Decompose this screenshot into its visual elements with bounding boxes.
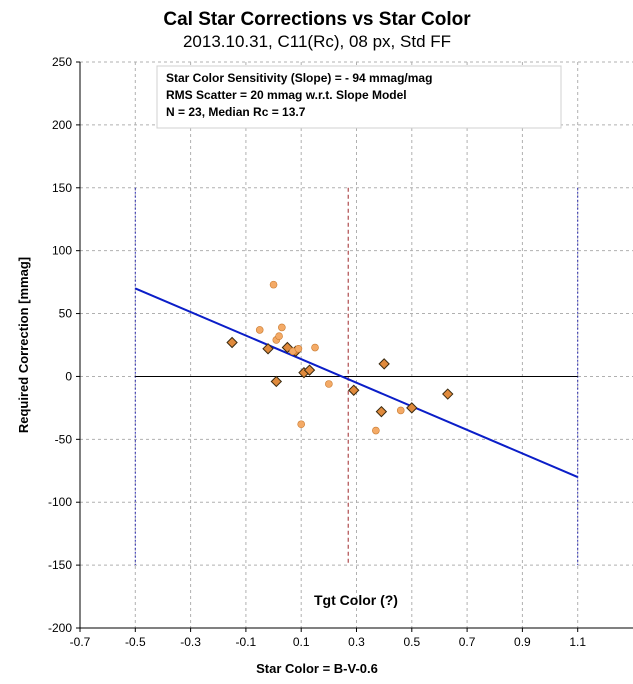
data-point-circle [275, 332, 283, 340]
stats-box [156, 65, 562, 129]
slope-fit-line [134, 287, 579, 478]
y-tick-label: 100 [52, 244, 72, 258]
x-tick-label: 0.7 [459, 635, 476, 649]
data-point-diamond [375, 405, 388, 418]
data-point-circle [278, 323, 286, 332]
x-axis-title: Star Color = B-V-0.6 [256, 661, 378, 676]
stats-line-slope: Star Color Sensitivity (Slope) = - 94 mm… [166, 71, 432, 85]
x-tick-label: 0.1 [293, 635, 310, 649]
chart-title: Cal Star Corrections vs Star Color [163, 9, 471, 30]
data-point-circle [294, 344, 303, 353]
x-tick-label: -0.3 [180, 635, 201, 649]
data-point-diamond [262, 343, 274, 355]
y-tick-label: 150 [52, 181, 72, 195]
y-tick-label: -100 [48, 495, 72, 509]
data-point-circle [269, 280, 278, 289]
reference-lines [134, 187, 579, 566]
x-tick-label: 0.3 [348, 635, 365, 649]
target-color-label: Tgt Color (?) [314, 592, 398, 608]
data-point-diamond [378, 358, 390, 370]
data-point-diamond [303, 364, 316, 376]
x-tick-labels: -0.7 -0.5 -0.3 -0.1 0.1 0.3 0.5 0.7 0.9 1.1 [70, 635, 587, 649]
stats-line-n: N = 23, Median Rc = 13.7 [166, 105, 306, 119]
x-tick-label: -0.7 [70, 635, 91, 649]
y-tick-label: 0 [65, 369, 72, 383]
data-point-diamond [348, 384, 360, 396]
x-tick-label: -0.5 [125, 635, 146, 649]
data-point-circle [325, 380, 333, 388]
data-point-circle [372, 426, 380, 435]
y-tick-labels: -200 -150 -100 -50 0 50 100 150 200 250 [48, 55, 72, 635]
x-tick-label: 1.1 [569, 635, 586, 649]
data-point-diamond [226, 336, 238, 349]
x-tick-label: -0.1 [236, 635, 257, 649]
y-tick-label: 250 [52, 55, 72, 69]
x-tick-label: 0.5 [403, 635, 420, 649]
y-axis-title: Required Correction [mmag] [16, 257, 31, 433]
data-points [226, 280, 454, 435]
data-point-circle [255, 326, 264, 334]
data-point-circle [396, 406, 405, 415]
data-point-diamond [442, 388, 454, 400]
y-tick-label: -200 [48, 621, 72, 635]
y-tick-label: 200 [52, 118, 72, 132]
stats-line-rms: RMS Scatter = 20 mmag w.r.t. Slope Model [166, 88, 407, 102]
chart-subtitle: 2013.10.31, C11(Rc), 08 px, Std FF [183, 32, 451, 51]
axes [76, 61, 633, 632]
y-tick-label: -50 [55, 432, 73, 446]
x-tick-label: 0.9 [514, 635, 531, 649]
data-point-circle [311, 343, 319, 352]
y-tick-label: 50 [59, 307, 73, 321]
data-point-circle [297, 420, 306, 429]
data-point-diamond [270, 375, 283, 388]
data-point-diamond [406, 402, 418, 414]
y-tick-label: -150 [48, 558, 72, 572]
